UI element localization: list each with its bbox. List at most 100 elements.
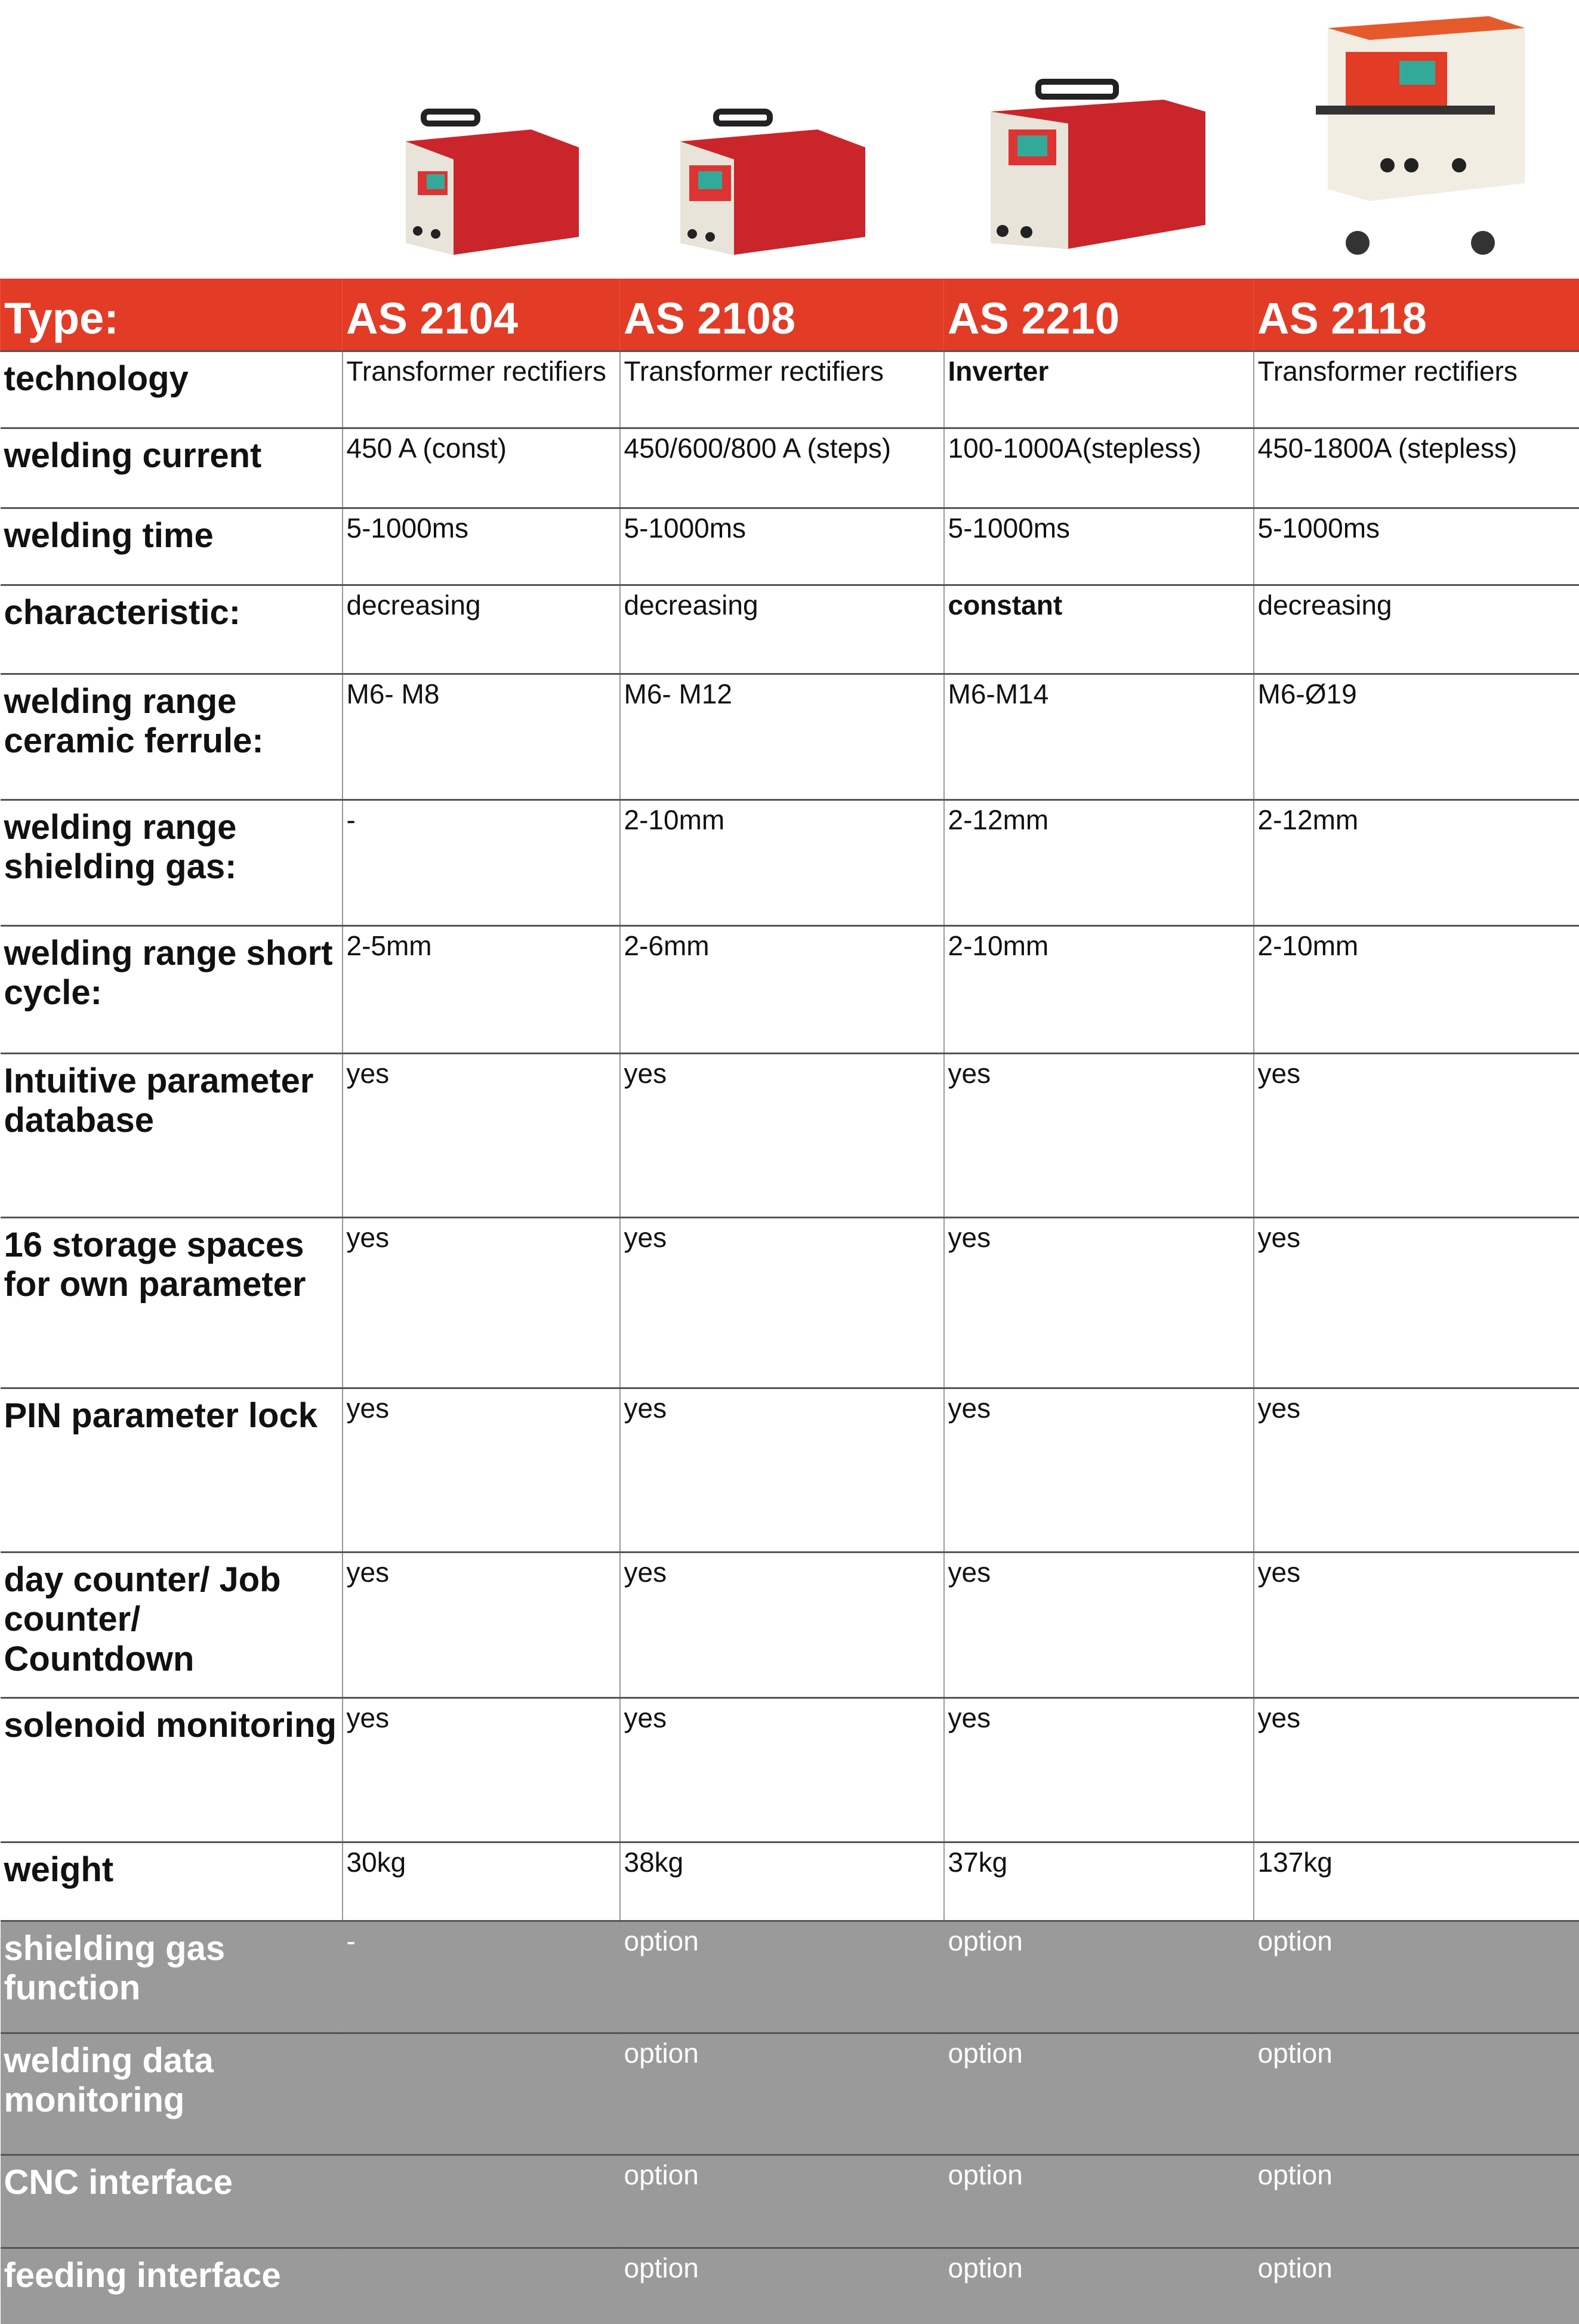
cell-value: M6-M14 [944,674,1254,800]
cell-value: 137kg [1254,1842,1579,1921]
cell-value: 5-1000ms [944,508,1254,585]
row-label: 16 storage spaces for own parameter [1,1217,343,1388]
cell-value: 38kg [620,1842,944,1921]
cell-value: M6-Ø19 [1254,674,1579,800]
cell-value: Transformer rectifiers [1254,351,1579,428]
cell-value: yes [1254,1698,1579,1842]
model-as2118: AS 2118 [1254,279,1579,351]
row-label: welding current [1,428,343,508]
cell-value: option [944,1921,1254,2033]
cell-value: 450 A (const) [343,428,620,508]
cell-value: yes [620,1698,944,1842]
table-header-row: Type: AS 2104 AS 2108 AS 2210 AS 2118 [1,279,1579,351]
cell-value: M6- M8 [343,674,620,800]
cell-value: option [1254,1921,1579,2033]
cell-value: 5-1000ms [1254,508,1579,585]
cell-value: 450-1800A (stepless) [1254,428,1579,508]
machine-image-as2104 [400,106,585,267]
cell-value: constant [944,585,1254,674]
cell-value: yes [620,1388,944,1552]
row-label: feeding interface [1,2248,343,2324]
row-label: CNC interface [1,2155,343,2248]
cell-value: decreasing [620,585,944,674]
cell-value: option [620,2248,944,2324]
cell-value: yes [1254,1217,1579,1388]
cell-value: Transformer rectifiers [620,351,944,428]
cell-value: 2-12mm [944,800,1254,925]
cell-value: 37kg [944,1842,1254,1921]
row-label: welding time [1,508,343,585]
model-as2104: AS 2104 [343,279,620,351]
cell-value: 2-10mm [1254,925,1579,1053]
machine-image-as2118 [1310,4,1531,267]
cell-value: option [620,2033,944,2155]
cell-value: option [1254,2033,1579,2155]
cell-value: option [1254,2248,1579,2324]
cell-value: option [944,2248,1254,2324]
cell-value: M6- M12 [620,674,944,800]
cell-value [343,2248,620,2324]
cell-value: yes [944,1053,1254,1217]
cell-value: yes [343,1053,620,1217]
cell-value: 2-10mm [620,800,944,925]
row-label: technology [1,351,343,428]
cell-value: 2-12mm [1254,800,1579,925]
cell-value: yes [620,1552,944,1698]
cell-value: - [343,1921,620,2033]
cell-value: Inverter [944,351,1254,428]
row-label: solenoid monitoring [1,1698,343,1842]
cell-value: yes [343,1388,620,1552]
cell-value: 100-1000A(stepless) [944,428,1254,508]
row-label: welding range ceramic ferrule: [1,674,343,800]
cell-value: option [620,2155,944,2248]
cell-value: 2-10mm [944,925,1254,1053]
cell-value: yes [343,1217,620,1388]
row-label: shielding gas function [1,1921,343,2033]
cell-value: decreasing [343,585,620,674]
row-label: Intuitive parameter database [1,1053,343,1217]
cell-value: decreasing [1254,585,1579,674]
cell-value: option [944,2155,1254,2248]
row-label: characteristic: [1,585,343,674]
cell-value: 2-5mm [343,925,620,1053]
row-label: weight [1,1842,343,1921]
row-label: welding data monitoring [1,2033,343,2155]
type-label: Type: [1,279,343,351]
product-images [0,0,1579,279]
spec-comparison-table: Type: AS 2104 AS 2108 AS 2210 AS 2118 te… [0,279,1579,2324]
cell-value: 5-1000ms [343,508,620,585]
cell-value [343,2155,620,2248]
cell-value: yes [620,1217,944,1388]
cell-value: yes [944,1388,1254,1552]
cell-value: yes [944,1217,1254,1388]
cell-value: yes [944,1552,1254,1698]
cell-value: 450/600/800 A (steps) [620,428,944,508]
cell-value: yes [1254,1552,1579,1698]
cell-value: yes [944,1698,1254,1842]
machine-image-as2210 [985,76,1211,267]
cell-value [343,2033,620,2155]
cell-value: yes [1254,1053,1579,1217]
row-label: PIN parameter lock [1,1388,343,1552]
model-as2210: AS 2210 [944,279,1254,351]
cell-value: option [1254,2155,1579,2248]
machine-image-as2108 [674,106,871,267]
cell-value: yes [343,1698,620,1842]
cell-value: Transformer rectifiers [343,351,620,428]
row-label: welding range shielding gas: [1,800,343,925]
